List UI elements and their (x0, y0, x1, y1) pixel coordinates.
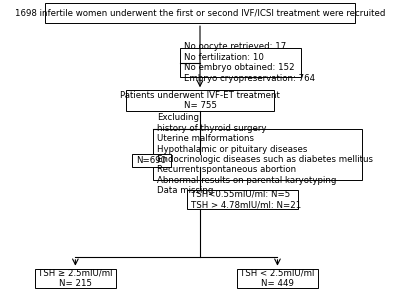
Text: TSH < 2.5mIU/ml
N= 449: TSH < 2.5mIU/ml N= 449 (240, 268, 315, 288)
FancyBboxPatch shape (132, 153, 170, 167)
FancyBboxPatch shape (35, 269, 116, 288)
FancyBboxPatch shape (153, 129, 362, 180)
Text: Patients underwent IVF-ET treatment
N= 755: Patients underwent IVF-ET treatment N= 7… (120, 91, 280, 110)
Text: 1698 infertile women underwent the first or second IVF/ICSI treatment were recru: 1698 infertile women underwent the first… (15, 9, 385, 18)
Text: TSH ≥ 2.5mIU/ml
N= 215: TSH ≥ 2.5mIU/ml N= 215 (38, 268, 113, 288)
Text: N=690: N=690 (136, 156, 166, 165)
FancyBboxPatch shape (186, 190, 298, 209)
FancyBboxPatch shape (45, 3, 355, 23)
Text: TSH<0.55mIU/ml: N=5
TSH > 4.78mIU/ml: N=21: TSH<0.55mIU/ml: N=5 TSH > 4.78mIU/ml: N=… (190, 190, 301, 209)
FancyBboxPatch shape (180, 48, 301, 77)
Text: No oocyte retrieved: 17
No fertilization: 10
No embryo obtained: 152
Embryo cryo: No oocyte retrieved: 17 No fertilization… (184, 42, 315, 83)
FancyBboxPatch shape (126, 90, 274, 111)
FancyBboxPatch shape (237, 269, 318, 288)
Text: Excluding:
history of thyroid surgery
Uterine malformations
Hypothalamic or pitu: Excluding: history of thyroid surgery Ut… (157, 113, 373, 195)
